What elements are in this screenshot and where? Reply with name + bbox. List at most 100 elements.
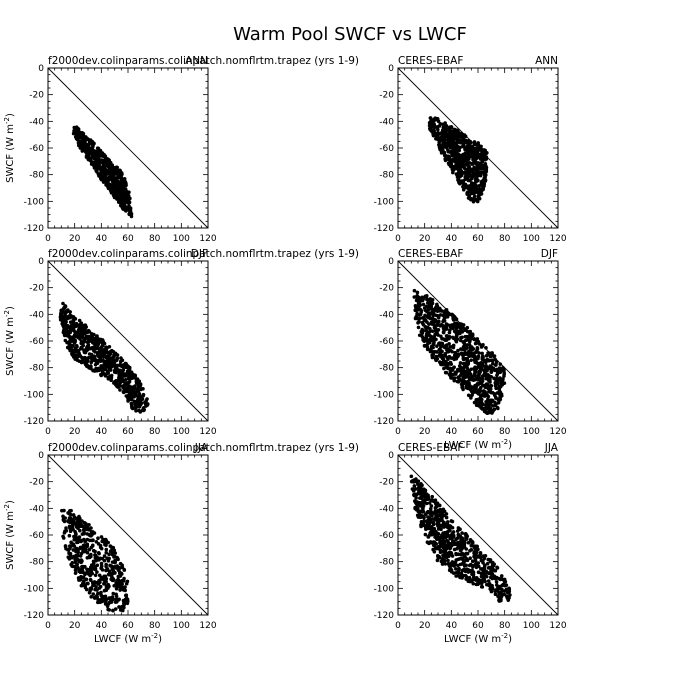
data-point bbox=[464, 327, 468, 332]
data-point bbox=[111, 349, 116, 354]
data-point bbox=[101, 578, 106, 582]
data-point bbox=[85, 567, 89, 572]
data-point bbox=[98, 174, 102, 179]
panel-dataset-label: CERES-EBAF bbox=[398, 55, 463, 67]
data-point bbox=[61, 301, 65, 306]
y-tick-label: -100 bbox=[24, 197, 45, 207]
data-point bbox=[498, 390, 503, 395]
data-point bbox=[483, 148, 488, 153]
data-point bbox=[128, 210, 132, 214]
data-point bbox=[412, 295, 417, 299]
y-tick-label: -120 bbox=[24, 611, 45, 621]
data-point bbox=[64, 526, 68, 530]
data-point bbox=[496, 400, 501, 405]
data-point bbox=[70, 523, 75, 527]
data-point bbox=[99, 561, 104, 566]
data-point bbox=[109, 365, 114, 369]
data-point bbox=[68, 310, 72, 314]
data-point bbox=[88, 335, 93, 340]
data-point bbox=[442, 554, 447, 558]
data-point bbox=[447, 527, 452, 532]
data-point bbox=[482, 409, 487, 414]
data-point bbox=[143, 400, 147, 405]
data-point bbox=[454, 328, 458, 333]
data-point bbox=[111, 608, 115, 613]
data-point bbox=[82, 339, 87, 344]
data-point bbox=[86, 137, 91, 142]
data-point bbox=[498, 362, 503, 366]
data-point bbox=[466, 567, 471, 572]
data-point bbox=[467, 343, 472, 347]
data-point bbox=[465, 382, 469, 387]
data-point bbox=[476, 555, 481, 559]
data-point bbox=[451, 170, 455, 175]
data-point bbox=[463, 146, 467, 150]
data-point bbox=[82, 138, 87, 142]
data-point bbox=[469, 197, 473, 202]
data-point bbox=[67, 335, 72, 339]
data-point bbox=[482, 567, 487, 571]
data-point bbox=[118, 570, 122, 575]
data-point bbox=[477, 342, 482, 346]
data-point bbox=[103, 160, 107, 164]
data-point bbox=[96, 582, 101, 586]
data-point bbox=[460, 540, 465, 544]
x-tick-label: 120 bbox=[199, 427, 216, 437]
data-point bbox=[419, 487, 423, 491]
panel-dataset-label: CERES-EBAF bbox=[398, 442, 463, 454]
data-point bbox=[472, 351, 476, 356]
data-point bbox=[111, 185, 116, 190]
data-point bbox=[486, 404, 490, 408]
data-point bbox=[452, 132, 456, 136]
data-point bbox=[119, 377, 124, 382]
data-point bbox=[111, 578, 116, 583]
data-point bbox=[429, 320, 434, 325]
data-point bbox=[67, 533, 72, 538]
data-point bbox=[458, 365, 463, 370]
data-point bbox=[120, 384, 125, 389]
data-point bbox=[502, 583, 507, 588]
data-point bbox=[456, 571, 461, 575]
data-point bbox=[456, 375, 461, 380]
scatter-panel: 0 20 40 60 80 100 120 0 -20 -40 -60 -80 -100 -120 f200… bbox=[3, 248, 359, 437]
data-point bbox=[93, 596, 97, 600]
data-point bbox=[445, 335, 450, 339]
data-point bbox=[457, 131, 462, 136]
panel-dataset-label: f2000dev.colinparams.colinpatch.nomflrtm… bbox=[48, 248, 359, 260]
x-tick-label: 0 bbox=[395, 621, 401, 631]
y-tick-label: -60 bbox=[29, 531, 44, 541]
one-to-one-line bbox=[397, 454, 559, 616]
data-point bbox=[422, 487, 426, 491]
data-point bbox=[456, 552, 461, 557]
data-point bbox=[428, 297, 433, 301]
data-point bbox=[452, 365, 456, 370]
data-point bbox=[141, 386, 145, 391]
data-point bbox=[415, 500, 420, 505]
data-point bbox=[120, 368, 125, 373]
data-point bbox=[108, 597, 112, 601]
data-point bbox=[71, 315, 76, 319]
data-point bbox=[80, 335, 85, 339]
data-point bbox=[472, 355, 477, 359]
data-point bbox=[481, 393, 485, 398]
data-point bbox=[122, 605, 126, 610]
scatter-points bbox=[427, 116, 489, 204]
data-point bbox=[116, 200, 121, 204]
data-point bbox=[471, 199, 476, 204]
data-point bbox=[424, 334, 429, 339]
data-point bbox=[465, 334, 469, 339]
data-point bbox=[88, 577, 93, 582]
data-point bbox=[434, 542, 438, 546]
data-point bbox=[480, 402, 485, 406]
data-point bbox=[436, 546, 440, 551]
data-point bbox=[485, 394, 490, 398]
data-point bbox=[469, 396, 473, 400]
data-point bbox=[68, 529, 73, 534]
data-point bbox=[99, 575, 104, 580]
data-point bbox=[495, 391, 500, 395]
data-point bbox=[99, 535, 104, 539]
data-point bbox=[66, 519, 71, 524]
data-point bbox=[458, 138, 462, 143]
data-point bbox=[68, 544, 72, 548]
data-point bbox=[81, 144, 85, 148]
